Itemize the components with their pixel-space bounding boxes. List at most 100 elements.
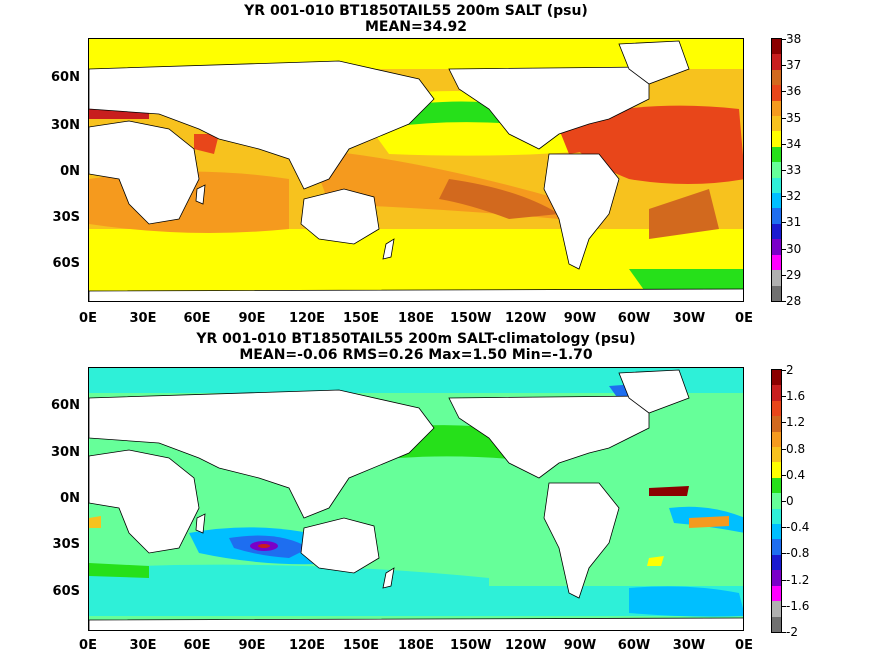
top-colorbar-swatch — [772, 39, 781, 55]
bottom-anomaly-map — [88, 367, 744, 631]
top-colorbar-swatch — [772, 69, 781, 86]
lon-label: 0E — [79, 638, 97, 653]
top-colorbar-swatch — [772, 85, 781, 101]
lon-label: 180E — [397, 311, 435, 326]
lat-label-60s: 60S — [52, 256, 80, 271]
lat-label-30s: 30S — [52, 537, 80, 552]
bottom-colorbar-swatch — [772, 616, 781, 632]
top-colorbar-label: 34 — [786, 136, 802, 151]
bottom-colorbar-tick — [781, 605, 786, 607]
top-colorbar-label: 32 — [786, 189, 802, 204]
bottom-colorbar-swatch — [772, 601, 781, 617]
bottom-map-title: YR 001-010 BT1850TAIL55 200m SALT-climat… — [196, 331, 636, 347]
bottom-colorbar-label: -0.8 — [786, 546, 810, 561]
bottom-colorbar-label: -1.6 — [786, 598, 810, 613]
top-colorbar-tick — [781, 301, 786, 302]
lon-label: 120W — [505, 311, 547, 326]
bottom-colorbar-swatch — [772, 493, 781, 509]
top-colorbar-swatch — [772, 208, 781, 224]
bottom-colorbar-swatch — [772, 554, 781, 571]
bottom-colorbar-swatch — [772, 370, 781, 386]
top-colorbar-label: 30 — [786, 241, 802, 256]
lon-label: 150E — [342, 638, 380, 653]
top-colorbar-swatch — [772, 162, 781, 178]
bottom-colorbar-swatch — [772, 385, 781, 401]
lat-label-60n: 60N — [51, 398, 80, 413]
bottom-colorbar-tick — [781, 579, 786, 581]
top-map-mean: MEAN=34.92 — [364, 19, 468, 35]
bottom-colorbar-swatch — [772, 431, 781, 448]
bottom-colorbar-label: -1.2 — [786, 572, 810, 587]
lon-label: 120W — [505, 638, 547, 653]
bottom-colorbar-swatch — [772, 477, 781, 494]
top-colorbar-tick — [781, 65, 786, 67]
top-colorbar-label: 37 — [786, 58, 802, 73]
top-colorbar-label: 38 — [786, 32, 802, 46]
lon-label: 90E — [238, 638, 266, 653]
bottom-colorbar-tick — [781, 527, 786, 529]
lon-label: 150E — [342, 311, 380, 326]
lon-label: 150W — [450, 638, 492, 653]
lat-label-0n: 0N — [60, 491, 80, 506]
lon-label: 60E — [183, 638, 211, 653]
top-colorbar-swatch — [772, 193, 781, 209]
bottom-colorbar-swatch — [772, 539, 781, 555]
lon-label: 120E — [288, 311, 326, 326]
bottom-colorbar-swatch — [772, 524, 781, 540]
top-colorbar-swatch — [772, 239, 781, 255]
bottom-colorbar-label: 1.2 — [786, 415, 806, 430]
lon-label: 60W — [617, 638, 651, 653]
top-colorbar-swatch — [772, 254, 781, 271]
top-salinity-map — [88, 38, 744, 302]
top-map-title: YR 001-010 BT1850TAIL55 200m SALT (psu) — [244, 3, 588, 19]
top-colorbar-tick — [781, 39, 786, 40]
top-colorbar-swatch — [772, 285, 781, 301]
bottom-colorbar-swatch — [772, 400, 781, 417]
lat-label-60s: 60S — [52, 584, 80, 599]
top-colorbar-tick — [781, 196, 786, 198]
lat-label-30n: 30N — [51, 445, 80, 460]
bottom-colorbar-tick — [781, 448, 786, 450]
lon-label: 150W — [450, 311, 492, 326]
lon-label: 0E — [735, 638, 753, 653]
top-colorbar-label: 33 — [786, 163, 802, 177]
top-colorbar-swatch — [772, 177, 781, 194]
lon-label: 60E — [183, 311, 211, 326]
top-colorbar-label: 28 — [786, 294, 802, 308]
bottom-colorbar-tick — [781, 422, 786, 424]
lon-label: 30W — [672, 311, 706, 326]
bottom-colorbar-tick — [781, 396, 786, 398]
lon-label: 90E — [238, 311, 266, 326]
lon-label: 0E — [735, 311, 753, 326]
top-colorbar-tick — [781, 222, 786, 224]
lon-label: 0E — [79, 311, 97, 326]
lon-label: 90W — [563, 638, 597, 653]
lon-label: 60W — [617, 311, 651, 326]
lon-label: 30W — [672, 638, 706, 653]
top-colorbar-tick — [781, 248, 786, 250]
bottom-colorbar-tick — [781, 474, 786, 476]
bottom-colorbar-label: 0.8 — [786, 441, 806, 456]
top-colorbar-tick — [781, 274, 786, 276]
bottom-colorbar-swatch — [772, 585, 781, 602]
top-colorbar-swatch — [772, 131, 781, 147]
bottom-colorbar-swatch — [772, 416, 781, 432]
top-colorbar-tick — [781, 91, 786, 93]
bottom-colorbar-tick — [781, 632, 786, 633]
top-colorbar-swatch — [772, 146, 781, 163]
top-colorbar-tick — [781, 143, 786, 145]
top-colorbar-label: 36 — [786, 84, 802, 99]
bottom-colorbar-tick — [781, 501, 786, 502]
top-colorbar-tick — [781, 170, 786, 171]
bottom-colorbar-label: -0.4 — [786, 520, 810, 535]
top-colorbar-swatch — [772, 54, 781, 70]
lat-label-30s: 30S — [52, 210, 80, 225]
bottom-colorbar-label: -2 — [786, 625, 798, 639]
top-colorbar-label: 31 — [786, 215, 802, 230]
lon-label: 120E — [288, 638, 326, 653]
top-colorbar-label: 29 — [786, 267, 802, 282]
lon-label: 30E — [129, 311, 157, 326]
lon-label: 180E — [397, 638, 435, 653]
top-colorbar-swatch — [772, 223, 781, 240]
bottom-colorbar-tick — [781, 370, 786, 371]
